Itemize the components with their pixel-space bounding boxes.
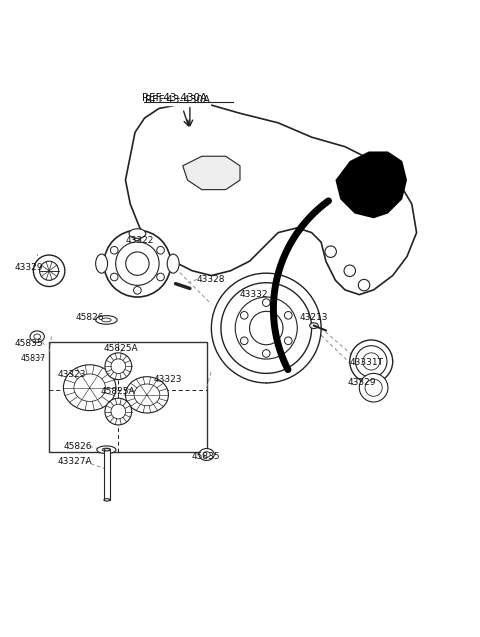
Ellipse shape (167, 254, 179, 273)
Circle shape (325, 246, 336, 257)
Text: 43323: 43323 (58, 370, 86, 379)
Ellipse shape (199, 448, 214, 461)
Circle shape (111, 359, 126, 373)
Text: 45837: 45837 (21, 354, 46, 363)
Circle shape (235, 297, 297, 359)
Circle shape (263, 299, 270, 306)
Circle shape (133, 233, 141, 241)
Circle shape (344, 265, 356, 276)
Ellipse shape (310, 323, 318, 329)
Circle shape (39, 261, 59, 280)
Circle shape (359, 280, 370, 291)
Circle shape (240, 337, 248, 345)
Text: 45835: 45835 (15, 340, 43, 348)
Ellipse shape (96, 254, 108, 273)
Ellipse shape (134, 384, 160, 406)
Text: REF.43-430A: REF.43-430A (144, 95, 210, 105)
Text: 45826: 45826 (75, 313, 104, 322)
Bar (49, 342, 206, 452)
Circle shape (105, 353, 132, 380)
Text: 43332: 43332 (240, 290, 268, 299)
Ellipse shape (34, 334, 40, 340)
Circle shape (365, 379, 382, 396)
Ellipse shape (203, 452, 210, 457)
Ellipse shape (104, 499, 110, 501)
Circle shape (104, 230, 171, 297)
Text: REF.43-430A: REF.43-430A (142, 93, 207, 103)
Circle shape (157, 247, 164, 254)
Circle shape (111, 404, 126, 419)
Text: 43327A: 43327A (58, 457, 92, 466)
Text: 45825A: 45825A (100, 387, 135, 396)
Bar (104, 450, 110, 500)
Circle shape (363, 353, 380, 370)
Circle shape (350, 340, 393, 383)
Circle shape (285, 311, 292, 319)
Text: 43329: 43329 (15, 263, 43, 272)
Ellipse shape (129, 229, 146, 238)
Circle shape (110, 273, 118, 281)
Text: 45835: 45835 (192, 452, 220, 461)
Text: 43213: 43213 (300, 313, 328, 322)
Ellipse shape (63, 365, 116, 411)
Circle shape (126, 252, 149, 275)
Polygon shape (183, 156, 240, 190)
Circle shape (360, 373, 388, 402)
Circle shape (285, 337, 292, 345)
Text: 43323: 43323 (153, 375, 181, 384)
Circle shape (250, 311, 283, 345)
Circle shape (116, 242, 159, 285)
Ellipse shape (97, 446, 116, 454)
Circle shape (211, 273, 321, 383)
Ellipse shape (96, 316, 117, 324)
Polygon shape (125, 104, 417, 295)
Text: 43322: 43322 (125, 236, 154, 245)
Circle shape (263, 350, 270, 357)
Circle shape (240, 311, 248, 319)
Ellipse shape (104, 448, 110, 451)
Circle shape (34, 255, 65, 287)
Ellipse shape (30, 331, 44, 342)
Ellipse shape (102, 448, 111, 452)
Text: 45825A: 45825A (104, 344, 139, 353)
Circle shape (133, 287, 141, 294)
Circle shape (105, 398, 132, 425)
Ellipse shape (74, 374, 106, 401)
Text: 43328: 43328 (196, 275, 225, 284)
Polygon shape (336, 152, 407, 218)
Circle shape (221, 283, 312, 373)
Text: 43329: 43329 (348, 378, 376, 387)
Circle shape (110, 247, 118, 254)
Text: 45826: 45826 (63, 442, 92, 451)
Ellipse shape (102, 318, 111, 322)
Circle shape (356, 346, 387, 377)
Circle shape (157, 273, 164, 281)
Text: 43331T: 43331T (350, 358, 384, 367)
Ellipse shape (125, 376, 168, 413)
